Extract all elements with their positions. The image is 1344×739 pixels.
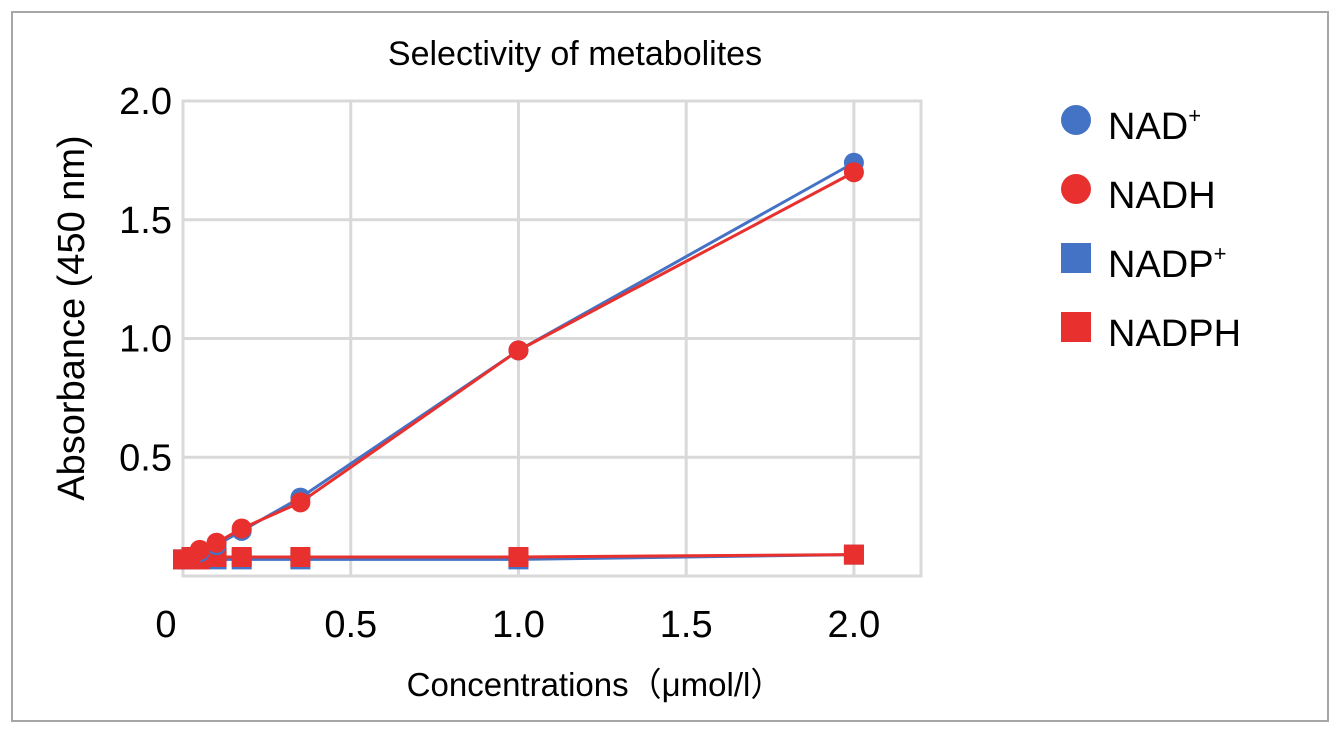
y-tick-label: 0.5 (119, 437, 172, 479)
data-point (290, 492, 311, 513)
grid (183, 99, 921, 576)
legend-label: NAD+ (1108, 103, 1201, 148)
data-point (843, 162, 864, 183)
series-layer (173, 152, 864, 570)
data-point (231, 547, 252, 567)
x-tick-label: 1.0 (492, 604, 545, 646)
chart-frame (11, 11, 1329, 722)
x-tick-label: 0 (155, 604, 176, 646)
data-point (508, 547, 529, 567)
data-point (206, 532, 227, 553)
plot-area (181, 99, 923, 578)
legend-label: NADPH (1108, 313, 1241, 355)
y-tick-label: 1.0 (119, 319, 172, 361)
x-tick-label: 2.0 (827, 604, 880, 646)
x-tick-label: 1.5 (660, 604, 713, 646)
data-point (231, 518, 252, 539)
y-tick-label: 1.5 (119, 200, 172, 242)
data-point (508, 340, 529, 361)
legend-label: NADH (1108, 175, 1216, 217)
x-tick-label: 0.5 (324, 604, 377, 646)
tick-labels: 0 0.5 1.0 1.5 2.0 0.5 1.0 1.5 2.0 (119, 81, 880, 646)
plot-border (181, 99, 923, 578)
legend-marker (1061, 243, 1091, 273)
legend: NAD+ NADH NADP+ NADPH (1061, 103, 1241, 355)
chart-title: Selectivity of metabolites (388, 35, 762, 73)
legend-label-superscript: + (1214, 241, 1227, 266)
y-axis-label: Absorbance (450 nm) (51, 135, 93, 500)
y-tick-label: 2.0 (119, 81, 172, 123)
legend-label-superscript: + (1188, 103, 1201, 128)
legend-marker (1061, 312, 1091, 342)
legend-label: NADP+ (1108, 241, 1226, 286)
data-point (290, 547, 311, 567)
data-point (843, 544, 864, 565)
legend-marker (1061, 105, 1091, 135)
data-point (189, 539, 210, 560)
x-axis-label: Concentrations（μmol/l） (407, 666, 784, 703)
legend-marker (1061, 174, 1091, 204)
